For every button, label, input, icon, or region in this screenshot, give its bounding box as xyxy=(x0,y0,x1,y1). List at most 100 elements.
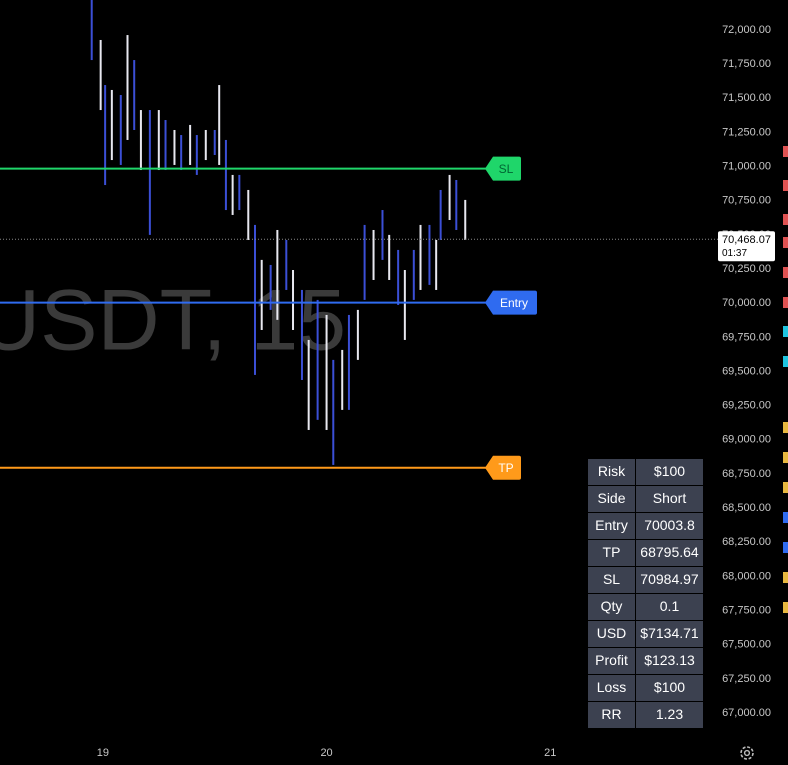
price-bar xyxy=(428,224,431,285)
price-bar xyxy=(435,239,438,290)
price-bar xyxy=(110,89,113,161)
price-tick-label: 67,250.00 xyxy=(722,673,771,685)
level-tag xyxy=(485,156,521,181)
price-bar xyxy=(195,135,198,175)
table-cell xyxy=(636,486,703,512)
level-label: TP xyxy=(498,461,513,475)
time-tick-label: 19 xyxy=(97,747,109,759)
price-tick-label: 71,250.00 xyxy=(722,126,771,138)
table-cell xyxy=(588,675,635,701)
price-tick-label: 67,000.00 xyxy=(722,707,771,719)
price-bar xyxy=(173,129,176,165)
table-cell xyxy=(636,540,703,566)
price-bar xyxy=(448,174,451,221)
time-tick-label: 21 xyxy=(544,747,556,759)
table-value: $123.13 xyxy=(644,652,695,668)
price-bar xyxy=(381,210,384,260)
price-bar xyxy=(269,264,272,310)
price-tick-label: 68,500.00 xyxy=(722,502,771,514)
price-bar xyxy=(104,85,107,186)
current-price-label: 70,468.07 xyxy=(722,234,771,246)
price-bar xyxy=(347,314,350,410)
price-bar xyxy=(276,229,279,320)
price-bar xyxy=(247,189,250,240)
price-bar xyxy=(325,314,328,430)
table-label: Risk xyxy=(598,463,626,479)
table-value: Short xyxy=(653,490,687,506)
price-tick-label: 71,000.00 xyxy=(722,161,771,173)
price-tick-label: 69,750.00 xyxy=(722,331,771,343)
table-value: 70984.97 xyxy=(640,571,699,587)
table-label: USD xyxy=(597,625,627,641)
level-label: Entry xyxy=(500,296,528,310)
price-bar xyxy=(180,135,183,171)
table-cell xyxy=(636,702,703,728)
table-label: SL xyxy=(603,571,620,587)
price-tick-label: 71,750.00 xyxy=(722,58,771,70)
table-value: 70003.8 xyxy=(644,517,695,533)
table-label: Side xyxy=(597,490,625,506)
watermark: USDT, 15 xyxy=(0,273,346,369)
price-tick-label: 69,500.00 xyxy=(722,365,771,377)
price-bar xyxy=(363,224,366,300)
price-bar xyxy=(204,129,207,161)
price-bar xyxy=(307,339,310,430)
price-tick-label: 72,000.00 xyxy=(722,24,771,36)
price-bar xyxy=(285,239,288,290)
table-cell xyxy=(636,567,703,593)
level-tag xyxy=(485,290,537,315)
table-cell xyxy=(588,648,635,674)
price-bar xyxy=(300,289,303,380)
table-value: $100 xyxy=(654,679,685,695)
table-cell xyxy=(636,594,703,620)
price-bar xyxy=(133,60,136,130)
price-bar xyxy=(412,249,415,300)
table-cell xyxy=(636,675,703,701)
price-tick-label: 70,750.00 xyxy=(722,195,771,207)
price-bar xyxy=(90,0,93,61)
price-bar xyxy=(356,309,359,360)
price-bar xyxy=(119,95,122,165)
price-bar xyxy=(464,199,467,240)
table-cell xyxy=(636,459,703,485)
table-cell xyxy=(588,540,635,566)
level-tag xyxy=(485,455,521,480)
price-bar xyxy=(292,270,295,330)
table-cell xyxy=(588,702,635,728)
price-bar xyxy=(372,229,375,280)
price-bar xyxy=(99,39,102,111)
table-cell xyxy=(588,459,635,485)
time-tick-label: 20 xyxy=(320,747,332,759)
price-tick-label: 68,750.00 xyxy=(722,468,771,480)
price-bar xyxy=(332,359,335,465)
table-value: 1.23 xyxy=(656,706,683,722)
countdown: 01:37 xyxy=(722,248,747,259)
price-bar xyxy=(341,349,344,410)
table-cell xyxy=(588,513,635,539)
price-tick-label: 71,500.00 xyxy=(722,92,771,104)
price-tick-label: 69,250.00 xyxy=(722,400,771,412)
table-cell xyxy=(588,621,635,647)
price-tick-label: 70,000.00 xyxy=(722,297,771,309)
price-bar xyxy=(260,259,263,330)
price-tick-label: 67,500.00 xyxy=(722,639,771,651)
table-value: $100 xyxy=(654,463,685,479)
price-bar xyxy=(316,299,319,420)
price-tick-label: 67,750.00 xyxy=(722,604,771,616)
indicator-strip xyxy=(783,146,788,613)
table-label: Profit xyxy=(595,652,628,668)
price-tick-label: 69,000.00 xyxy=(722,434,771,446)
settings-icon[interactable] xyxy=(740,746,754,760)
price-bar xyxy=(224,139,227,211)
table-value: $7134.71 xyxy=(640,625,699,641)
level-label: SL xyxy=(499,162,514,176)
price-bar xyxy=(164,120,167,171)
price-bar xyxy=(126,35,129,140)
price-tick-label: 68,000.00 xyxy=(722,570,771,582)
price-bar xyxy=(455,179,458,230)
price-bar xyxy=(439,189,442,240)
current-price-box xyxy=(718,231,775,262)
table-label: Loss xyxy=(597,679,627,695)
table-label: Qty xyxy=(601,598,623,614)
price-bar xyxy=(253,224,256,375)
